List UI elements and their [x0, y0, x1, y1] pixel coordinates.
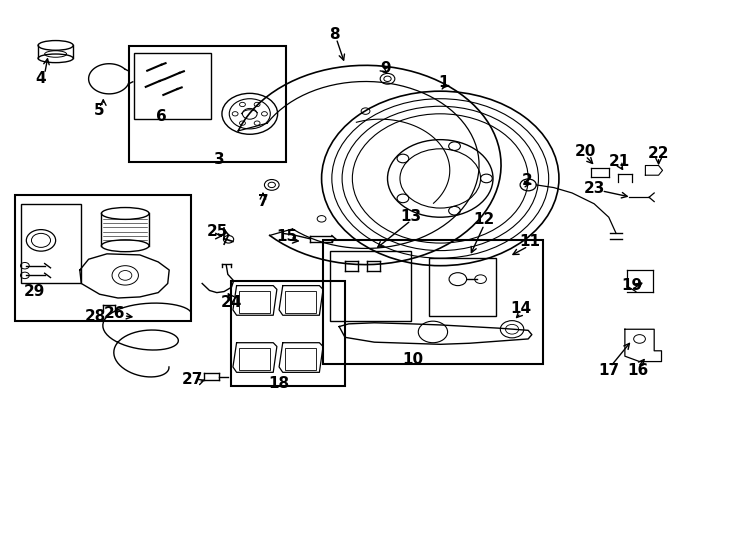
Bar: [285, 348, 316, 370]
Text: 4: 4: [36, 71, 46, 86]
Bar: [134, 53, 211, 119]
Bar: [21, 204, 81, 284]
Text: 28: 28: [85, 309, 106, 325]
Text: 24: 24: [221, 295, 242, 310]
Text: 1: 1: [439, 75, 449, 90]
Text: 26: 26: [103, 306, 125, 321]
Bar: [239, 348, 269, 370]
Text: 18: 18: [269, 376, 290, 390]
Bar: [429, 258, 496, 316]
Bar: [323, 240, 543, 364]
Text: 22: 22: [648, 146, 669, 160]
Bar: [129, 46, 286, 163]
Text: 6: 6: [156, 109, 167, 124]
Text: 8: 8: [329, 26, 339, 42]
Text: 17: 17: [598, 363, 619, 378]
Text: 11: 11: [519, 234, 540, 249]
Text: 16: 16: [628, 363, 649, 378]
Text: 21: 21: [609, 154, 631, 168]
Text: 5: 5: [94, 103, 105, 118]
Text: 2: 2: [521, 173, 532, 187]
Text: 10: 10: [402, 353, 424, 367]
Text: 29: 29: [23, 284, 45, 299]
Text: 14: 14: [510, 301, 531, 316]
Bar: [231, 281, 345, 386]
Bar: [285, 291, 316, 313]
Text: 9: 9: [381, 61, 391, 76]
Text: 19: 19: [622, 278, 643, 293]
Text: 20: 20: [575, 144, 596, 159]
Text: 25: 25: [207, 224, 228, 239]
Text: 15: 15: [276, 228, 297, 244]
Text: 23: 23: [584, 181, 605, 195]
Text: 12: 12: [473, 212, 495, 227]
Text: 3: 3: [214, 152, 225, 167]
Bar: [15, 194, 191, 321]
Text: 27: 27: [182, 372, 203, 387]
Text: 13: 13: [400, 208, 421, 224]
Text: 7: 7: [258, 194, 269, 209]
Bar: [330, 251, 411, 321]
Bar: [239, 291, 269, 313]
